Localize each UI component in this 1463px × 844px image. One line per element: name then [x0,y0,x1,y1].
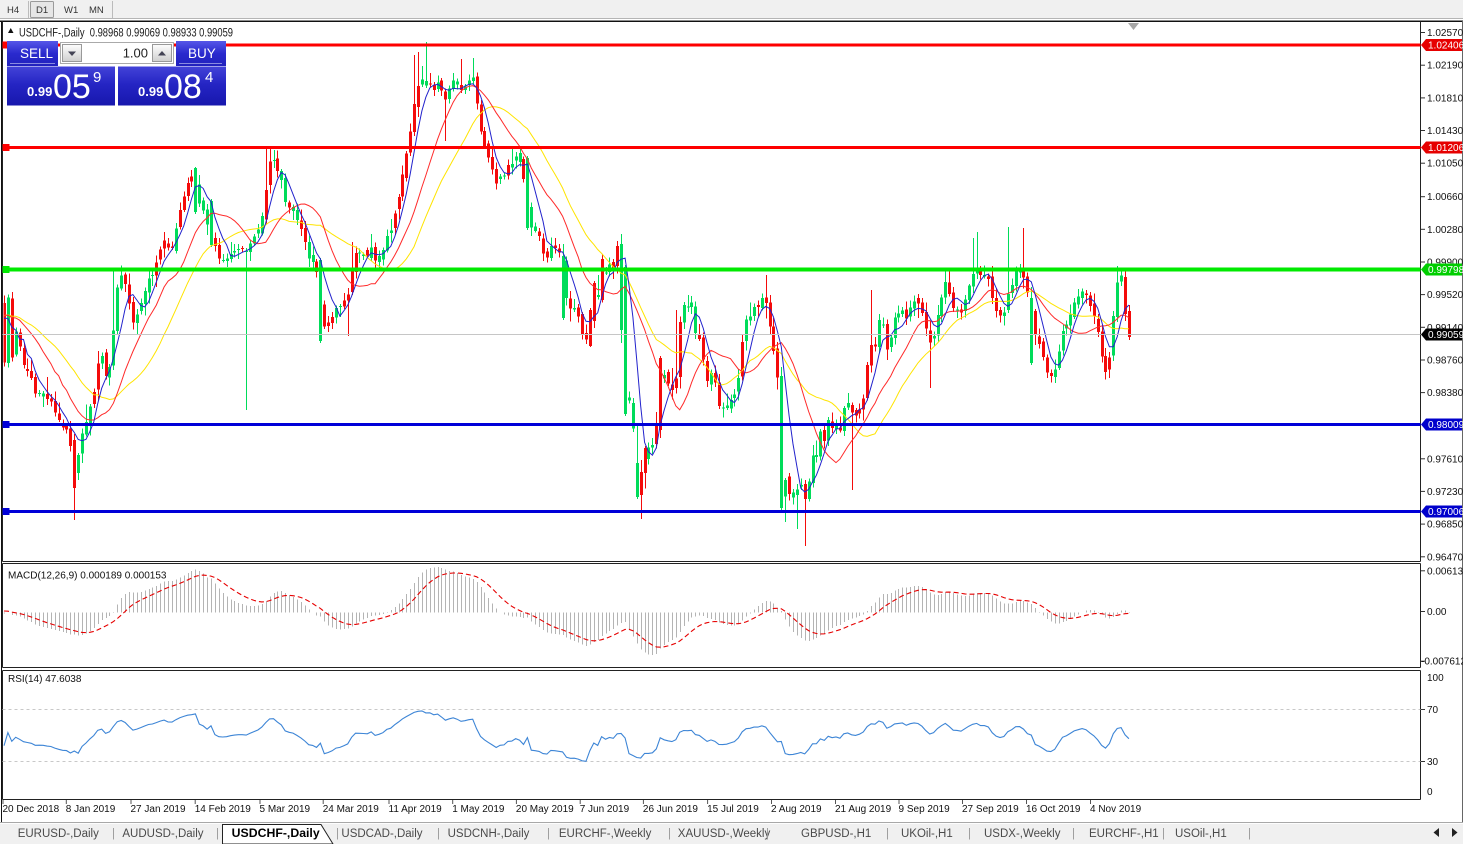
svg-text:0.99059: 0.99059 [1428,330,1463,341]
svg-text:5 Mar 2019: 5 Mar 2019 [260,804,311,815]
svg-text:|: | [766,828,769,840]
svg-text:4 Nov 2019: 4 Nov 2019 [1090,804,1142,815]
svg-text:9: 9 [93,69,101,86]
svg-text:1.02190: 1.02190 [1427,61,1463,72]
svg-text:|: | [886,828,889,840]
svg-text:0.97610: 0.97610 [1427,454,1463,465]
svg-text:USDX-,Weekly: USDX-,Weekly [984,828,1061,840]
svg-text:05: 05 [53,68,91,106]
svg-text:SELL: SELL [20,46,54,61]
svg-text:27 Jan 2019: 27 Jan 2019 [131,804,186,815]
svg-text:1.01810: 1.01810 [1427,93,1463,104]
svg-text:|: | [1072,828,1075,840]
svg-text:|: | [1162,828,1165,840]
svg-text:USDCNH-,Daily: USDCNH-,Daily [448,828,530,840]
svg-text:USOil-,H1: USOil-,H1 [1175,828,1227,840]
svg-text:1.00280: 1.00280 [1427,225,1463,236]
svg-text:0.98380: 0.98380 [1427,388,1463,399]
svg-text:7 Jun 2019: 7 Jun 2019 [580,804,630,815]
svg-text:0.99798: 0.99798 [1428,265,1463,276]
svg-text:08: 08 [164,68,202,106]
svg-text:H4: H4 [7,5,19,16]
svg-text:UKOil-,H1: UKOil-,H1 [901,828,953,840]
svg-text:0.96470: 0.96470 [1427,552,1463,563]
svg-text:GBPUSD-,H1: GBPUSD-,H1 [801,828,871,840]
svg-text:0.00: 0.00 [1427,607,1447,618]
svg-text:1 May 2019: 1 May 2019 [452,804,505,815]
svg-text:1.00660: 1.00660 [1427,192,1463,203]
svg-text:24 Mar 2019: 24 Mar 2019 [323,804,380,815]
svg-text:USDCAD-,Daily: USDCAD-,Daily [341,828,422,840]
svg-text:0.96850: 0.96850 [1427,520,1463,531]
svg-text:0.99: 0.99 [27,84,52,99]
svg-text:0.99900: 0.99900 [1427,258,1463,269]
svg-text:D1: D1 [36,5,48,16]
svg-text:-0.007612: -0.007612 [1421,657,1463,668]
svg-text:RSI(14) 47.6038: RSI(14) 47.6038 [8,674,82,685]
svg-text:20 May 2019: 20 May 2019 [516,804,574,815]
svg-text:11 Apr 2019: 11 Apr 2019 [389,804,443,815]
svg-text:BUY: BUY [188,46,216,61]
svg-text:|: | [216,828,219,840]
svg-text:MN: MN [89,5,104,16]
svg-text:|: | [547,828,550,840]
svg-text:0.00613: 0.00613 [1427,566,1463,577]
svg-text:4: 4 [205,69,213,86]
svg-text:USDCHF-,Daily 0.98968 0.99069: USDCHF-,Daily 0.98968 0.99069 0.98933 0.… [19,28,233,40]
svg-text:27 Sep 2019: 27 Sep 2019 [962,804,1019,815]
svg-text:AUDUSD-,Daily: AUDUSD-,Daily [122,828,203,840]
svg-text:1.00: 1.00 [123,46,148,61]
svg-text:1.01206: 1.01206 [1428,143,1463,154]
svg-text:70: 70 [1427,705,1439,716]
svg-text:0.98760: 0.98760 [1427,356,1463,367]
svg-text:|: | [336,828,339,840]
svg-text:MACD(12,26,9) 0.000189 0.00015: MACD(12,26,9) 0.000189 0.000153 [8,571,167,582]
svg-text:USDCHF-,Daily: USDCHF-,Daily [232,828,321,840]
svg-text:100: 100 [1427,673,1444,684]
svg-text:0.99: 0.99 [138,84,163,99]
svg-text:0.97230: 0.97230 [1427,487,1463,498]
svg-text:30: 30 [1427,757,1439,768]
svg-text:1.02406: 1.02406 [1428,41,1463,52]
svg-text:EURCHF-,H1: EURCHF-,H1 [1089,828,1159,840]
svg-text:1.02570: 1.02570 [1427,28,1463,39]
svg-text:8 Jan 2019: 8 Jan 2019 [66,804,116,815]
svg-text:1.01050: 1.01050 [1427,159,1463,170]
svg-text:EURUSD-,Daily: EURUSD-,Daily [18,828,99,840]
svg-text:1.01430: 1.01430 [1427,126,1463,137]
svg-text:|: | [668,828,671,840]
svg-text:XAUUSD-,Weekly: XAUUSD-,Weekly [678,828,771,840]
svg-text:W1: W1 [64,5,78,16]
svg-text:|: | [112,828,115,840]
svg-text:0.97006: 0.97006 [1428,507,1463,518]
svg-text:0.99520: 0.99520 [1427,290,1463,301]
svg-text:|: | [1248,828,1251,840]
svg-text:2 Aug 2019: 2 Aug 2019 [771,804,822,815]
svg-text:|: | [968,828,971,840]
svg-text:EURCHF-,Weekly: EURCHF-,Weekly [559,828,652,840]
svg-text:15 Jul 2019: 15 Jul 2019 [707,804,759,815]
svg-text:0: 0 [1427,787,1433,798]
svg-text:14 Feb 2019: 14 Feb 2019 [195,804,252,815]
svg-text:20 Dec 2018: 20 Dec 2018 [3,804,60,815]
svg-text:16 Oct 2019: 16 Oct 2019 [1026,804,1081,815]
svg-text:26 Jun 2019: 26 Jun 2019 [643,804,698,815]
svg-text:9 Sep 2019: 9 Sep 2019 [899,804,951,815]
svg-text:|: | [437,828,440,840]
svg-text:0.99140: 0.99140 [1427,323,1463,334]
svg-text:0.98009: 0.98009 [1428,420,1463,431]
svg-text:21 Aug 2019: 21 Aug 2019 [835,804,892,815]
